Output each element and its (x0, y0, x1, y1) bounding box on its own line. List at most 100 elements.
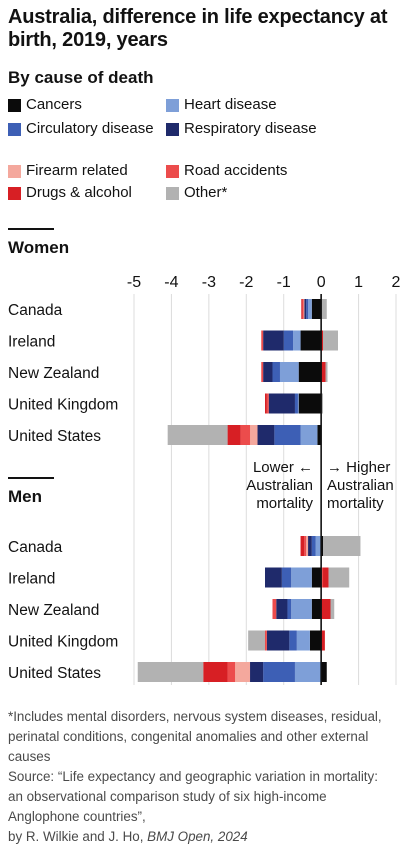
x-tick-label: 2 (392, 274, 400, 291)
footnote-citation: by R. Wilkie and J. Ho, BMJ Open, 2024 (8, 827, 394, 847)
bar-segment-women-canada-drugs-alcohol (301, 299, 303, 319)
bar-segment-men-canada-other (323, 536, 361, 556)
annotation-lower: Lower ← Australian mortality (246, 459, 313, 512)
bar-segment-women-new-zealand-circulatory-disease (272, 362, 280, 382)
bar-segment-men-united-states-cancers (321, 662, 327, 682)
panel-title-women: Women (8, 238, 70, 257)
legend-swatch (166, 187, 179, 200)
bar-segment-men-new-zealand-circulatory-disease (287, 599, 292, 619)
bar-segment-men-ireland-cancers (311, 567, 322, 588)
category-label: New Zealand (8, 602, 99, 619)
legend-swatch (166, 165, 179, 178)
category-label: Ireland (8, 334, 55, 351)
bar-segment-men-canada-respiratory-disease (308, 536, 312, 556)
bar-segment-women-united-states-other (167, 425, 228, 445)
legend-label: Heart disease (184, 96, 277, 113)
bar-segment-men-new-zealand-heart-disease (291, 599, 312, 619)
chart-title: Australia, difference in life expectancy… (8, 6, 388, 51)
bar-segment-men-canada-cancers (321, 536, 324, 556)
section-rule-men (8, 477, 54, 479)
annotation-higher-line3: mortality (327, 495, 384, 512)
legend-label: Cancers (26, 96, 82, 113)
category-label: United States (8, 428, 101, 445)
bar-segment-women-new-zealand-respiratory-disease (263, 362, 273, 382)
bar-segment-men-united-kingdom-heart-disease (296, 630, 310, 651)
legend-label: Other* (184, 184, 228, 201)
annotation-lower-line2: Australian (246, 477, 313, 494)
x-tick-label: -2 (239, 274, 253, 291)
bar-segment-women-ireland-road-accidents (261, 330, 264, 351)
legend-swatch (8, 187, 21, 200)
bars (137, 299, 361, 682)
legend-label: Firearm related (26, 162, 128, 179)
bar-segment-women-canada-other (321, 299, 327, 319)
bar-segment-men-united-kingdom-respiratory-disease (266, 630, 290, 651)
bar-segment-men-ireland-road-accidents (321, 567, 324, 588)
footnote: *Includes mental disorders, nervous syst… (8, 707, 394, 847)
annotation-lower-line1: Lower ← (253, 459, 313, 476)
bar-segment-men-new-zealand-road-accidents (272, 599, 277, 619)
footnote-note: *Includes mental disorders, nervous syst… (8, 709, 382, 764)
bar-segment-men-united-states-heart-disease (294, 662, 322, 682)
category-label: United Kingdom (8, 634, 118, 651)
bar-segment-men-united-states-drugs-alcohol (203, 662, 228, 682)
bar-segment-women-ireland-heart-disease (293, 330, 301, 351)
legend-swatch (8, 99, 21, 112)
bar-segment-men-canada-drugs-alcohol (300, 536, 305, 556)
legend-swatch (166, 123, 179, 136)
bar-segment-men-united-states-other (137, 662, 204, 682)
bar-segment-women-new-zealand-drugs-alcohol (321, 362, 326, 382)
bar-segment-men-canada-heart-disease (315, 536, 322, 556)
bar-segment-men-united-kingdom-road-accidents (265, 630, 267, 651)
legend-label: Circulatory disease (26, 120, 154, 137)
category-label: Canada (8, 539, 63, 556)
bar-segment-women-new-zealand-other (325, 362, 328, 382)
bar-segment-women-ireland-other (323, 330, 338, 351)
x-tick-label: -5 (127, 274, 141, 291)
bar-segment-men-canada-firearm-related (306, 536, 309, 556)
bar-segment-women-new-zealand-cancers (298, 362, 322, 382)
legend-label: Road accidents (184, 162, 288, 179)
bar-segment-men-united-kingdom-cancers (309, 630, 322, 651)
footnote-source: Source: “Life expectancy and geographic … (8, 769, 378, 824)
bar-segment-men-united-kingdom-other (248, 630, 265, 651)
bar-segment-women-ireland-cancers (300, 330, 322, 351)
bar-segment-women-united-kingdom-road-accidents (266, 393, 269, 414)
bar-segment-women-united-states-road-accidents (240, 425, 251, 445)
bar-segment-women-united-states-cancers (317, 425, 322, 445)
bar-segment-women-canada-road-accidents (302, 299, 304, 319)
annotation-higher: → Higher Australian mortality (327, 459, 394, 512)
category-label: United Kingdom (8, 397, 118, 414)
bar-segment-women-canada-respiratory-disease (304, 299, 307, 319)
bar-segment-men-united-states-circulatory-disease (263, 662, 295, 682)
bar-segment-men-canada-road-accidents (304, 536, 307, 556)
bar-segment-women-united-kingdom-circulatory-disease (294, 393, 298, 414)
bar-segment-women-united-kingdom-drugs-alcohol (265, 393, 267, 414)
bar-segment-men-canada-circulatory-disease (311, 536, 316, 556)
bar-segment-men-ireland-other (328, 567, 350, 588)
bar-segment-women-canada-firearm-related (303, 299, 305, 319)
annotation-higher-line2: Australian (327, 477, 394, 494)
bar-segment-women-canada-cancers (311, 299, 322, 319)
bar-segment-men-united-states-road-accidents (227, 662, 236, 682)
bar-segment-women-ireland-drugs-alcohol (321, 330, 324, 351)
bar-segment-women-united-states-circulatory-disease (274, 425, 301, 445)
bar-segment-men-new-zealand-drugs-alcohol (321, 599, 331, 619)
bar-segment-women-united-states-firearm-related (250, 425, 258, 445)
bar-segment-men-ireland-drugs-alcohol (323, 567, 329, 588)
x-tick-labels: -5 -4 -3 -2 -1 0 1 2 (127, 274, 400, 291)
annotation-higher-line1: → Higher (327, 459, 390, 476)
footnote-authors: by R. Wilkie and J. Ho, (8, 829, 144, 844)
bar-segment-men-new-zealand-respiratory-disease (276, 599, 288, 619)
legend-swatch (166, 99, 179, 112)
bar-segment-women-united-states-drugs-alcohol (227, 425, 241, 445)
bar-segment-women-canada-heart-disease (308, 299, 312, 319)
category-labels: Canada Ireland New Zealand United Kingdom Un… (8, 302, 118, 682)
bar-segment-women-united-states-respiratory-disease (257, 425, 275, 445)
bar-segment-men-new-zealand-cancers (311, 599, 322, 619)
bar-segment-women-united-kingdom-cancers (298, 393, 322, 414)
legend-label: Respiratory disease (184, 120, 317, 137)
x-tick-label: -3 (202, 274, 216, 291)
annotation-lower-line3: mortality (256, 495, 313, 512)
category-label: United States (8, 665, 101, 682)
